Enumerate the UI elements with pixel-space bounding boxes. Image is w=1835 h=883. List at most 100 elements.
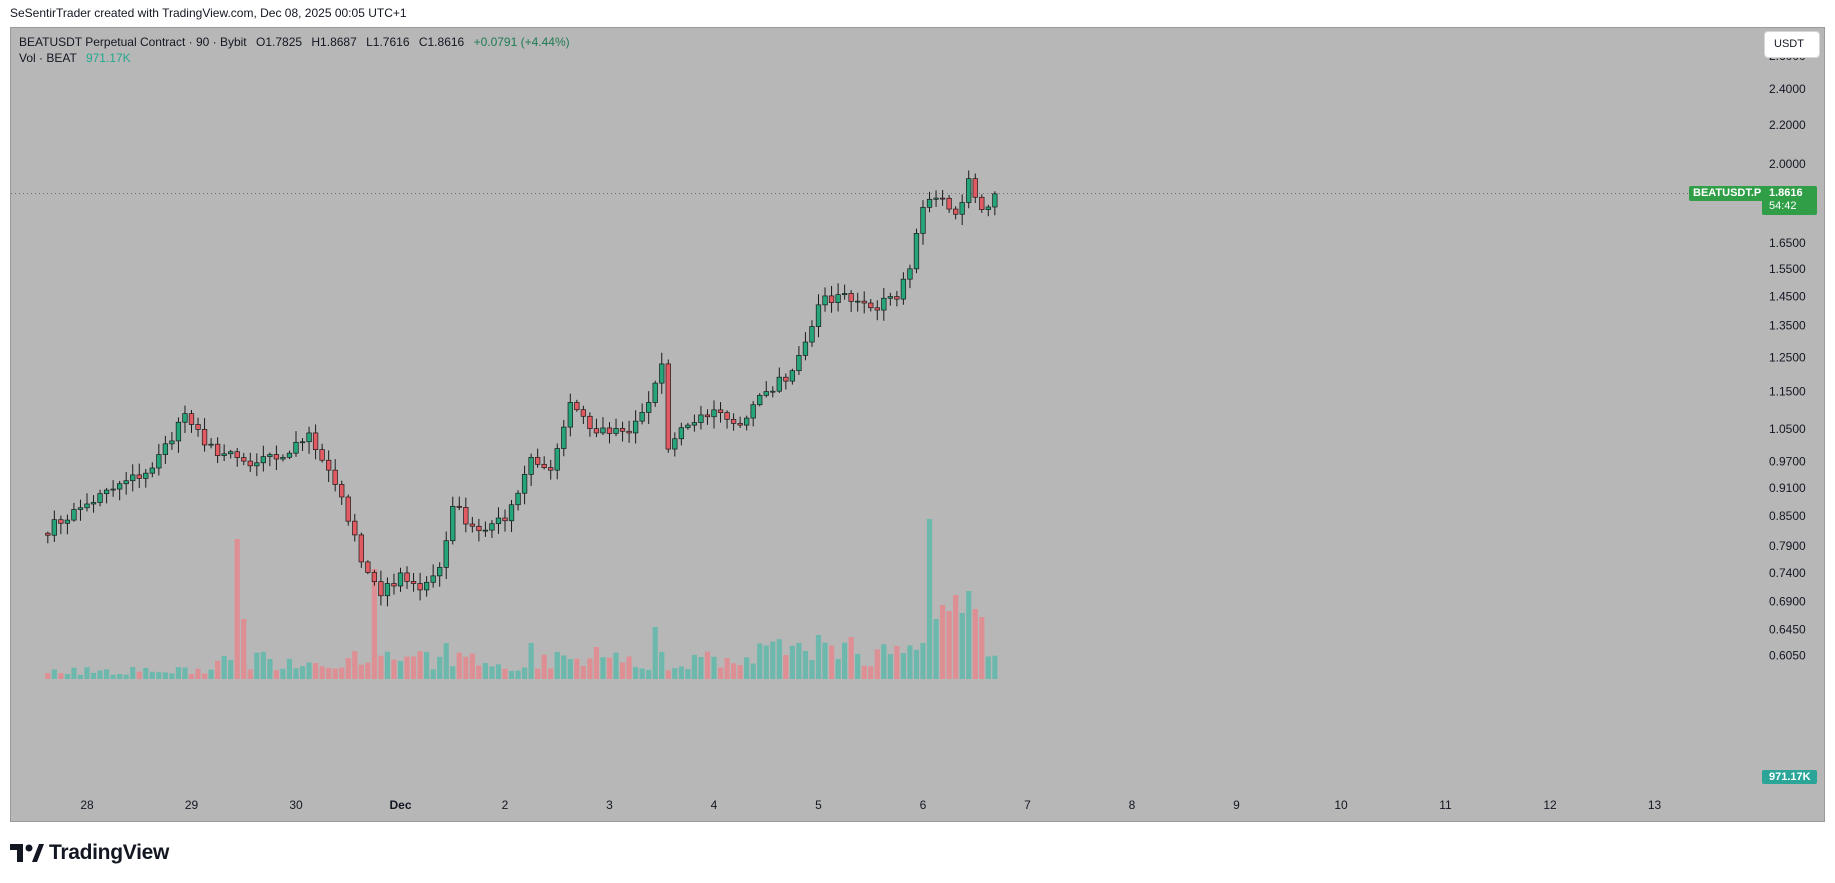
volume-bar [456, 652, 462, 679]
volume-bar [737, 665, 743, 679]
candle [195, 417, 201, 437]
candle-body [384, 583, 391, 597]
candle [162, 435, 169, 464]
candle [214, 437, 221, 464]
candle [887, 292, 893, 306]
volume-bar [312, 663, 319, 679]
candle [659, 352, 665, 394]
volume-bar [443, 643, 449, 679]
tradingview-logo[interactable]: TradingView [10, 841, 169, 865]
candle-body [593, 428, 600, 434]
volume-bar [913, 649, 920, 679]
volume-bar [659, 651, 665, 679]
volume-bar [724, 658, 730, 679]
candle [691, 414, 698, 432]
candle [384, 577, 391, 607]
candle-body [750, 404, 756, 419]
candle [319, 443, 325, 463]
candle [632, 410, 639, 444]
candle-body [469, 523, 475, 527]
candle-body [646, 402, 652, 413]
candle [815, 294, 822, 338]
candle [476, 518, 482, 542]
candle-body [619, 428, 626, 432]
candle-body [371, 572, 378, 583]
candle [593, 418, 600, 438]
candle-body [966, 178, 972, 203]
candle-body [535, 457, 541, 465]
candle-body [502, 517, 508, 522]
volume-bar [521, 667, 528, 679]
volume-bar [763, 645, 769, 679]
candle-body [143, 472, 149, 479]
candle [201, 418, 208, 452]
volume-bar [959, 613, 965, 679]
candle [267, 452, 273, 467]
time-tick-label: 4 [711, 798, 718, 812]
candle [717, 402, 724, 423]
candle-body [613, 428, 619, 434]
time-axis[interactable]: 28 29 30 Dec 2 3 4 5 6 7 8 9 10 11 12 13 [80, 798, 1661, 812]
candle-body [482, 529, 489, 532]
candle-body [848, 293, 854, 302]
currency-button[interactable]: USDT [1764, 31, 1820, 58]
price-tick-label: 0.8500 [1769, 509, 1806, 523]
candle-body [521, 474, 528, 494]
candle [848, 290, 854, 312]
time-tick-label: 12 [1543, 798, 1557, 812]
candle-body [450, 505, 456, 542]
candle [953, 206, 959, 220]
candle-body [900, 278, 907, 300]
price-axis[interactable]: 2.60002.40002.20002.00001.65001.55001.45… [1769, 49, 1806, 663]
volume-bar [273, 670, 280, 679]
time-tick-label: 29 [185, 798, 199, 812]
candle-body [463, 507, 469, 525]
time-tick-label: 10 [1334, 798, 1348, 812]
volume-bar [410, 656, 417, 679]
candle-body [861, 300, 867, 304]
candle-body [410, 581, 417, 584]
candle [868, 299, 874, 312]
time-tick-label: 6 [920, 798, 927, 812]
volume-bar [326, 667, 332, 679]
candle [972, 173, 978, 204]
volume-bar [208, 669, 214, 679]
candle [783, 373, 789, 390]
volume-bar [593, 647, 600, 679]
candle-body [894, 296, 900, 300]
volume-indicator-label[interactable]: Vol · BEAT [19, 51, 77, 65]
volume-bar [750, 663, 756, 679]
candle-body [365, 561, 371, 573]
symbol-description[interactable]: BEATUSDT Perpetual Contract · 90 · Bybit [19, 35, 247, 49]
volume-bar [215, 660, 221, 679]
candle-body [822, 295, 828, 306]
candle-body [541, 463, 547, 468]
candle [306, 426, 312, 454]
volume-bar [809, 659, 815, 679]
volume-bar [156, 672, 162, 679]
candle [515, 490, 521, 511]
candle-body [280, 456, 286, 460]
volume-bar [979, 617, 985, 679]
candle-body [665, 363, 671, 450]
candle-body [247, 460, 253, 467]
volume-bar [613, 652, 619, 679]
volume-bar [508, 670, 515, 679]
volume-bar [665, 670, 671, 679]
volume-bar [926, 519, 933, 679]
volume-bar [574, 658, 580, 679]
candlestick-chart[interactable]: 2.60002.40002.20002.00001.65001.55001.45… [11, 28, 1825, 822]
chart-area[interactable]: 2.60002.40002.20002.00001.65001.55001.45… [10, 27, 1825, 822]
candle [430, 564, 436, 588]
time-tick-label: 8 [1129, 798, 1136, 812]
candle [326, 450, 332, 482]
candle-body [430, 575, 436, 583]
volume-bar [933, 619, 939, 679]
candle-body [704, 414, 711, 418]
last-price-tag: 1.8616 54:42 [1762, 186, 1817, 216]
candle-body [946, 197, 952, 210]
volume-bar [711, 656, 717, 679]
candle-body [71, 509, 77, 521]
volume-bar [815, 635, 822, 679]
volume-bar [339, 667, 345, 679]
